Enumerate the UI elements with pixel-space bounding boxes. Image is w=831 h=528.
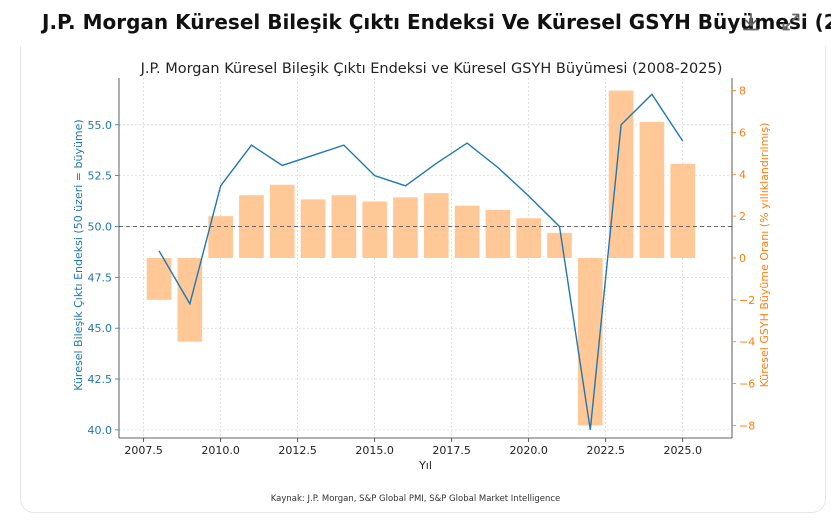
chart-svg[interactable]: 2007.5 2010.0 2012.5 2015.0 2017.5 2020.0 2022…: [0, 46, 831, 486]
pmi-point[interactable]: [249, 143, 253, 147]
download-icon[interactable]: [740, 11, 762, 33]
pmi-point[interactable]: [188, 302, 192, 306]
right-tick-label: −8: [739, 419, 755, 432]
left-tick-label: 45.0: [88, 322, 113, 335]
left-tick-label: 47.5: [88, 271, 113, 284]
left-tick-label: 42.5: [88, 373, 113, 386]
left-tick-label: 40.0: [88, 424, 113, 437]
expand-icon[interactable]: [780, 11, 802, 33]
pmi-point[interactable]: [619, 123, 623, 127]
gdp-bar[interactable]: [670, 163, 696, 258]
gdp-bar[interactable]: [393, 197, 418, 258]
gdp-bar[interactable]: [269, 184, 295, 258]
pmi-point[interactable]: [342, 143, 346, 147]
left-tick-label: 55.0: [88, 119, 113, 132]
pmi-point[interactable]: [526, 194, 530, 198]
right-tick-label: 8: [739, 85, 746, 98]
right-axis-label: Küresel GSYH Büyüme Oranı (% yıllıklandı…: [758, 123, 771, 388]
x-tick-label: 2007.5: [124, 444, 163, 457]
pmi-point[interactable]: [218, 184, 222, 188]
pmi-point[interactable]: [434, 161, 438, 165]
right-tick-label: −2: [739, 294, 755, 307]
left-axis-label: Küresel Bileşik Çıktı Endeksi (50 üzeri …: [72, 119, 85, 390]
right-tick-label: 4: [739, 168, 746, 181]
x-tick-label: 2017.5: [432, 444, 471, 457]
x-tick-label: 2020.0: [509, 444, 548, 457]
gdp-bar[interactable]: [423, 193, 449, 258]
pmi-point[interactable]: [588, 428, 592, 432]
right-tick-label: −4: [739, 336, 755, 349]
pmi-point[interactable]: [681, 139, 685, 143]
pmi-point[interactable]: [311, 153, 315, 157]
gdp-bar[interactable]: [516, 218, 542, 258]
x-tick-label: 2025.0: [663, 444, 702, 457]
source-note: Kaynak: J.P. Morgan, S&P Global PMI, S&P…: [270, 494, 561, 504]
right-tick-label: −6: [739, 378, 755, 391]
right-tick-label: 2: [739, 210, 746, 223]
right-tick-label: 0: [739, 252, 746, 265]
x-tick-label: 2010.0: [201, 444, 240, 457]
chart-title: J.P. Morgan Küresel Bileşik Çıktı Endeks…: [140, 61, 723, 77]
gdp-bar[interactable]: [485, 209, 511, 258]
gdp-bar[interactable]: [454, 205, 480, 258]
pmi-point[interactable]: [496, 165, 500, 169]
left-tick-label: 50.0: [88, 220, 113, 233]
gdp-bar[interactable]: [639, 121, 665, 258]
pmi-point[interactable]: [650, 92, 654, 96]
x-tick-label: 2015.0: [355, 444, 394, 457]
left-tick-label: 52.5: [88, 170, 113, 183]
gdp-bar[interactable]: [362, 201, 387, 258]
gdp-bar[interactable]: [300, 199, 326, 258]
right-tick-label: 6: [739, 126, 746, 139]
gdp-bar[interactable]: [146, 258, 172, 300]
pmi-point[interactable]: [403, 184, 407, 188]
pmi-point[interactable]: [157, 249, 161, 253]
gdp-bar[interactable]: [608, 90, 634, 258]
x-axis-label: Yıl: [418, 459, 432, 472]
x-tick-label: 2012.5: [278, 444, 317, 457]
gdp-bar[interactable]: [547, 232, 572, 258]
page-title: J.P. Morgan Küresel Bileşik Çıktı Endeks…: [42, 10, 831, 34]
gdp-bar[interactable]: [208, 216, 233, 258]
x-tick-label: 2022.5: [586, 444, 625, 457]
header: J.P. Morgan Küresel Bileşik Çıktı Endeks…: [0, 0, 831, 46]
pmi-line[interactable]: [158, 93, 684, 430]
pmi-point[interactable]: [372, 173, 376, 177]
pmi-point[interactable]: [465, 141, 469, 145]
pmi-point[interactable]: [557, 224, 561, 228]
pmi-point[interactable]: [280, 163, 284, 167]
